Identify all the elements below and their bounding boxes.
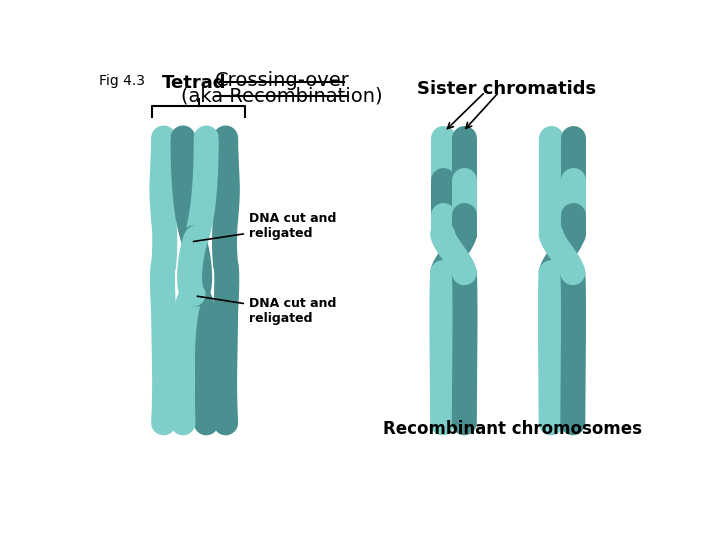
Ellipse shape xyxy=(457,129,472,147)
Ellipse shape xyxy=(219,129,233,147)
Text: Sister chromatids: Sister chromatids xyxy=(417,80,595,98)
Ellipse shape xyxy=(219,414,233,432)
Ellipse shape xyxy=(157,129,171,147)
Text: DNA cut and
religated: DNA cut and religated xyxy=(197,296,336,325)
Ellipse shape xyxy=(544,414,558,432)
Text: Crossing-over: Crossing-over xyxy=(215,71,350,90)
Ellipse shape xyxy=(157,414,171,432)
Ellipse shape xyxy=(436,129,449,147)
Ellipse shape xyxy=(199,414,213,432)
Ellipse shape xyxy=(566,129,580,147)
Text: (aka Recombination): (aka Recombination) xyxy=(181,86,383,105)
Ellipse shape xyxy=(176,129,190,147)
Ellipse shape xyxy=(457,414,472,432)
Text: DNA cut and
religated: DNA cut and religated xyxy=(194,213,336,241)
Ellipse shape xyxy=(566,414,580,432)
Ellipse shape xyxy=(199,129,213,147)
Ellipse shape xyxy=(544,129,558,147)
Text: Recombinant chromosomes: Recombinant chromosomes xyxy=(383,420,642,438)
Text: Fig 4.3: Fig 4.3 xyxy=(99,74,145,88)
Ellipse shape xyxy=(176,414,190,432)
Ellipse shape xyxy=(436,414,449,432)
Text: Tetrad: Tetrad xyxy=(163,74,227,92)
